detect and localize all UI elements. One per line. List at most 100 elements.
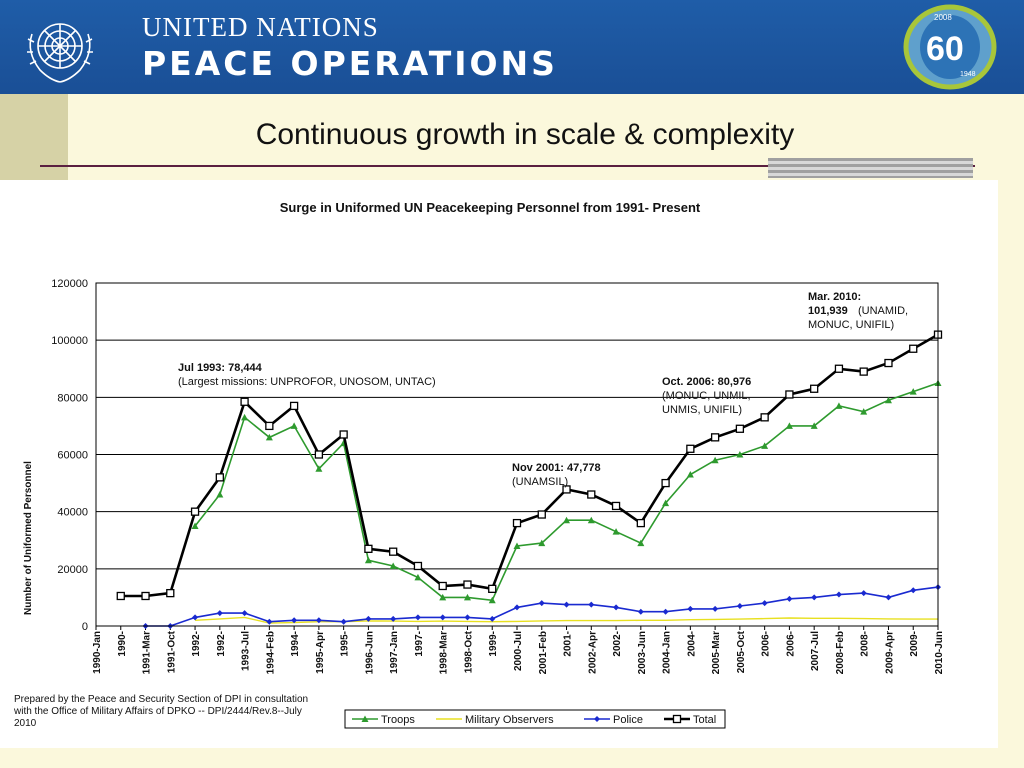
x-tick-label: 2009-	[909, 631, 920, 657]
series-police	[142, 584, 941, 629]
data-point	[265, 421, 274, 431]
annotation-1993: Jul 1993: 78,444 (Largest missions: UNPR…	[178, 362, 436, 388]
x-tick-label: 2004-	[686, 631, 697, 657]
data-point	[438, 581, 447, 591]
x-tick-label: 1998-Oct	[463, 630, 474, 673]
x-ticks: 1990-Jan 1990- 1991-Mar 1991-Oct 1992- 1992- 1…	[92, 626, 945, 674]
data-point	[884, 396, 892, 404]
data-point	[587, 490, 596, 499]
y-tick-label: 100000	[51, 335, 88, 347]
x-tick-label: 2002-	[612, 631, 623, 657]
y-tick-label: 20000	[57, 564, 88, 576]
data-point	[315, 617, 322, 624]
data-point	[637, 539, 645, 547]
y-tick-label: 40000	[57, 507, 88, 519]
chart-panel: Surge in Uniformed UN Peacekeeping Perso…	[0, 180, 998, 748]
data-point	[834, 364, 844, 373]
data-point	[785, 390, 794, 399]
data-point	[266, 618, 273, 625]
data-point	[810, 384, 819, 393]
data-point	[538, 600, 545, 607]
x-tick-label: 2005-Oct	[736, 630, 747, 673]
data-point	[361, 715, 369, 722]
data-point	[439, 593, 447, 601]
data-point	[488, 596, 496, 604]
anniversary-badge-icon: 2008 60 1948	[903, 4, 997, 90]
x-tick-label: 2004-Jan	[662, 631, 673, 674]
data-point	[215, 473, 224, 482]
data-point	[314, 450, 324, 459]
x-tick-label: 1998-Mar	[439, 631, 450, 674]
data-point	[736, 451, 744, 458]
data-point	[414, 614, 421, 621]
x-tick-label: 1999-	[488, 631, 499, 657]
data-point	[563, 601, 570, 608]
data-point	[463, 593, 471, 601]
legend-label: Troops	[381, 714, 415, 726]
data-point	[613, 604, 620, 611]
data-point	[340, 618, 347, 625]
data-point	[489, 615, 496, 622]
data-point	[241, 413, 249, 421]
data-point	[116, 591, 125, 601]
data-point	[811, 594, 818, 601]
data-point	[859, 367, 868, 376]
data-point	[413, 561, 423, 571]
annotation-2006: Oct. 2006: 80,976 (MONUC, UNMIL, UNMIS, …	[662, 376, 751, 416]
data-point	[686, 471, 694, 478]
un-emblem-icon	[27, 23, 93, 83]
x-tick-label: 1991-Oct	[166, 630, 177, 673]
annotation-2010-value: 101,939	[808, 305, 848, 317]
data-point	[390, 615, 397, 622]
x-tick-label: 1995-	[340, 631, 351, 657]
annotation-2001-title: Nov 2001: 47,778	[512, 462, 601, 474]
data-point	[291, 617, 298, 624]
legend-label: Total	[693, 714, 716, 726]
series-line	[120, 333, 939, 598]
data-point	[488, 584, 497, 593]
annotation-2001-text: (UNAMSIL)	[512, 476, 568, 488]
data-point	[710, 433, 720, 442]
data-point	[463, 580, 472, 589]
annotation-1993-text: (Largest missions: UNPROFOR, UNOSOM, UNT…	[178, 376, 436, 388]
x-tick-label: 2009-Apr	[884, 631, 895, 674]
data-point	[364, 556, 372, 564]
data-point	[761, 442, 769, 449]
data-point	[439, 614, 446, 621]
data-point	[835, 591, 842, 598]
data-point	[166, 588, 175, 598]
annotation-2010: Mar. 2010: 101,939 (UNAMID, MONUC, UNIFI…	[808, 291, 908, 331]
data-point	[636, 518, 645, 528]
legend-box	[344, 709, 726, 729]
brand: UNITED NATIONS PEACE OPERATIONS	[142, 12, 558, 84]
chart: Surge in Uniformed UN Peacekeeping Perso…	[23, 200, 945, 729]
annotation-2001: Nov 2001: 47,778 (UNAMSIL)	[512, 462, 601, 488]
x-tick-label: 2001-	[563, 631, 574, 657]
data-point	[735, 424, 745, 433]
x-tick-label: 1990-Jan	[92, 631, 103, 674]
x-tick-label: 1994-	[290, 631, 301, 657]
data-point	[562, 485, 571, 494]
y-ticks: 0 20000 40000 60000 80000 100000 120000	[51, 278, 88, 633]
data-point	[191, 522, 199, 529]
x-tick-label: 1993-Jul	[241, 631, 252, 671]
data-point	[240, 397, 249, 406]
data-point	[538, 539, 546, 547]
series-group	[116, 330, 943, 629]
x-tick-label: 1995-Apr	[315, 631, 326, 674]
data-point	[563, 516, 571, 524]
header-banner: UNITED NATIONS PEACE OPERATIONS 2008 60 …	[0, 0, 1024, 94]
annotation-2010-title: Mar. 2010:	[808, 291, 861, 303]
data-point	[687, 605, 694, 612]
y-axis-label: Number of Uniformed Personnel	[23, 461, 34, 615]
x-tick-label: 2008-Feb	[835, 631, 846, 674]
title-rule-accent	[768, 158, 973, 178]
data-point	[514, 604, 520, 611]
left-accent-strip	[0, 94, 68, 184]
chart-title: Surge in Uniformed UN Peacekeeping Perso…	[280, 200, 701, 215]
data-point	[594, 716, 600, 722]
legend: Troops Military Observers Police Total	[344, 709, 726, 729]
data-point	[909, 388, 917, 395]
annotation-2010-text: (UNAMID,	[858, 305, 908, 317]
x-tick-label: 1992-	[191, 631, 202, 657]
